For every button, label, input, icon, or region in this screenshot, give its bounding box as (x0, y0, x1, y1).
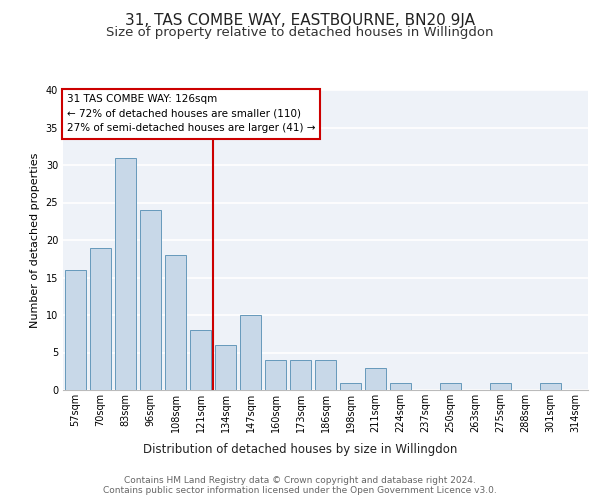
Bar (140, 210, 161, 390)
Bar (90, 248, 111, 390)
Bar (240, 315, 261, 390)
Bar (440, 382, 461, 390)
Bar (540, 382, 561, 390)
Text: Distribution of detached houses by size in Willingdon: Distribution of detached houses by size … (143, 442, 457, 456)
Text: Contains HM Land Registry data © Crown copyright and database right 2024.: Contains HM Land Registry data © Crown c… (124, 476, 476, 485)
Bar (490, 382, 511, 390)
Text: 31 TAS COMBE WAY: 126sqm
← 72% of detached houses are smaller (110)
27% of semi-: 31 TAS COMBE WAY: 126sqm ← 72% of detach… (67, 94, 315, 134)
Y-axis label: Number of detached properties: Number of detached properties (30, 152, 40, 328)
Bar (340, 382, 361, 390)
Text: 31, TAS COMBE WAY, EASTBOURNE, BN20 9JA: 31, TAS COMBE WAY, EASTBOURNE, BN20 9JA (125, 12, 475, 28)
Text: Size of property relative to detached houses in Willingdon: Size of property relative to detached ho… (106, 26, 494, 39)
Text: Contains public sector information licensed under the Open Government Licence v3: Contains public sector information licen… (103, 486, 497, 495)
Bar (65, 270, 86, 390)
Bar (290, 360, 311, 390)
Bar (190, 330, 211, 390)
Bar (165, 255, 186, 390)
Bar (265, 360, 286, 390)
Bar (115, 158, 136, 390)
Bar (365, 368, 386, 390)
Bar (315, 360, 336, 390)
Bar (215, 345, 236, 390)
Bar (390, 382, 411, 390)
